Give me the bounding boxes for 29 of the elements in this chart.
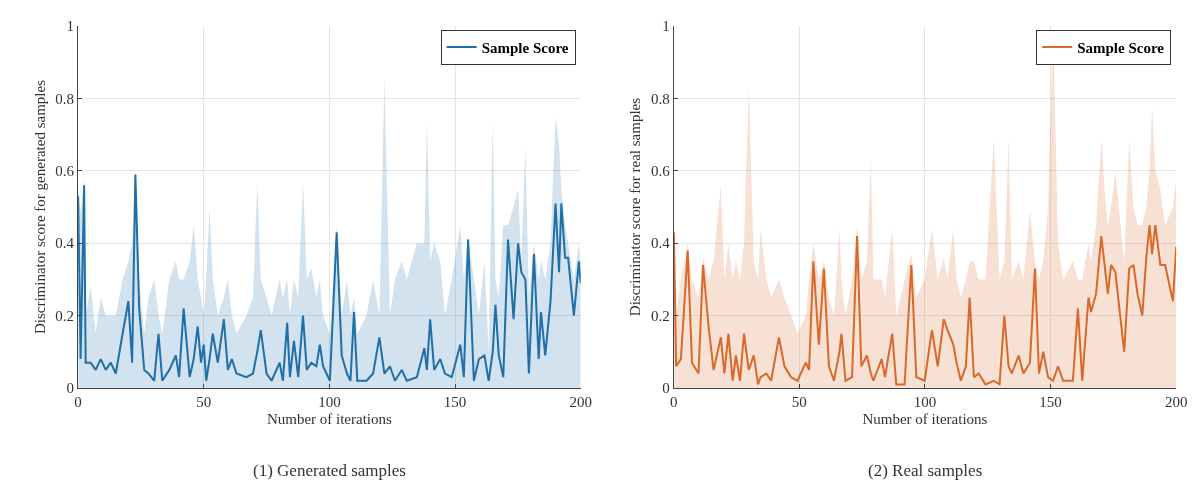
legend-label: Sample Score: [1077, 39, 1165, 56]
y-tick-label: 0.4: [55, 235, 75, 252]
y-tick-label: 0.8: [650, 90, 670, 107]
x-tick-label: 200: [1164, 394, 1188, 410]
y-tick-label: 0.2: [55, 307, 75, 324]
x-tick-label: 100: [913, 394, 937, 410]
y-tick-label: 0.2: [650, 307, 670, 324]
y-tick-label: 0.6: [650, 163, 671, 180]
legend-label: Sample Score: [481, 39, 569, 56]
y-axis-title: Discriminator score for real samples: [627, 97, 644, 317]
x-axis-title: Number of iterations: [862, 411, 988, 427]
x-tick-label: 100: [318, 394, 341, 410]
y-tick-label: 0: [66, 380, 75, 397]
y-axis-title: Discriminator score for generated samples: [31, 79, 48, 335]
line-series: [78, 173, 581, 382]
y-tick-label: 0: [662, 380, 670, 397]
x-tick-label: 50: [196, 394, 212, 410]
y-tick-label: 0.4: [650, 235, 671, 252]
text: (1) Generated samples: [253, 461, 406, 480]
text: (2) Real samples: [868, 461, 983, 480]
x-tick-label: 50: [791, 394, 807, 410]
x-axis-title: Number of iterations: [266, 411, 393, 427]
x-tick-label: 200: [569, 394, 592, 410]
y-tick-label: 0.8: [55, 90, 75, 107]
x-tick-label: 150: [1039, 394, 1062, 410]
y-tick-label: 1: [662, 18, 670, 35]
y-tick-label: 0.6: [55, 163, 75, 180]
x-tick-label: 150: [443, 394, 467, 410]
y-tick-label: 1: [66, 18, 75, 35]
